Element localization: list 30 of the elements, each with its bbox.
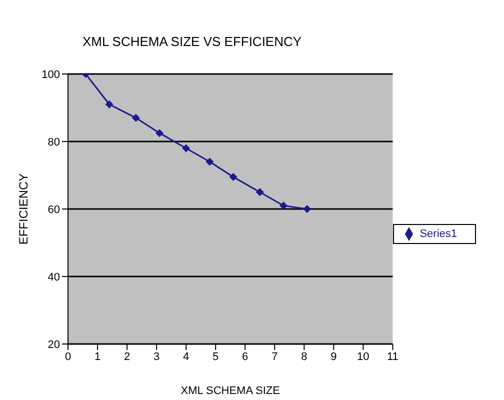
point: [229, 172, 238, 181]
x-tick-label: 5: [212, 350, 219, 363]
legend-label: Series1: [420, 228, 457, 240]
x-tick-label: 6: [242, 350, 248, 363]
y-tick-label: 60: [48, 204, 60, 216]
x-tick-label: 11: [386, 350, 398, 363]
point: [182, 144, 190, 152]
x-axis-title: XML SCHEMA SIZE: [180, 385, 280, 397]
point: [132, 114, 140, 122]
x-tick-label: 0: [64, 350, 72, 363]
y-axis-title: EFFICIENCY: [16, 173, 30, 245]
point: [206, 158, 214, 166]
point: [156, 129, 164, 138]
point: [256, 188, 264, 196]
x-tick-label: 3: [153, 350, 160, 363]
x-tick-label: 4: [183, 350, 190, 363]
x-tick-label: 8: [301, 350, 308, 363]
x-tick-label: 10: [357, 350, 370, 363]
point: [279, 202, 288, 210]
x-tick-label: 9: [330, 350, 337, 363]
x-tick-label: 2: [124, 350, 130, 363]
y-tick-label: 100: [42, 68, 60, 81]
point: [105, 100, 114, 108]
x-tick-label: 1: [94, 350, 101, 363]
y-tick-label: 40: [48, 271, 60, 284]
x-tick-label: 7: [272, 350, 278, 363]
point: [303, 205, 312, 213]
y-tick-label: 20: [48, 338, 60, 351]
y-tick-label: 80: [48, 136, 60, 148]
chart-title: XML SCHEMA SIZE VS EFFICIENCY: [81, 33, 303, 51]
